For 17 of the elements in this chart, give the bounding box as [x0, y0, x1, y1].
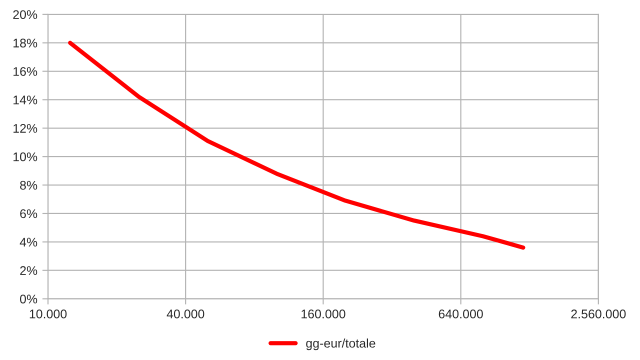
y-tick-label: 18%	[14, 38, 38, 48]
y-tick-label: 12%	[14, 124, 38, 133]
y-tick-label: 6%	[20, 209, 38, 218]
y-tick-label: 14%	[14, 96, 38, 104]
y-tick-label: 16%	[14, 67, 38, 76]
y-tick-label: 0%	[20, 294, 38, 304]
y-tick-label: 8%	[20, 180, 38, 190]
x-tick-label: 2.560.000	[571, 310, 626, 318]
y-tick-label: 2%	[20, 266, 38, 275]
y-tick-label: 4%	[20, 238, 38, 247]
x-tick-label: 160.000	[302, 310, 346, 318]
legend-label: gg-eur/totale	[306, 338, 376, 350]
x-tick-label: 40.000	[166, 310, 204, 318]
x-tick-label: 10.000	[30, 310, 67, 318]
x-tick-label: 640.000	[438, 310, 483, 318]
y-tick-label: 10%	[14, 152, 38, 162]
y-tick-label: 20%	[13, 10, 38, 20]
